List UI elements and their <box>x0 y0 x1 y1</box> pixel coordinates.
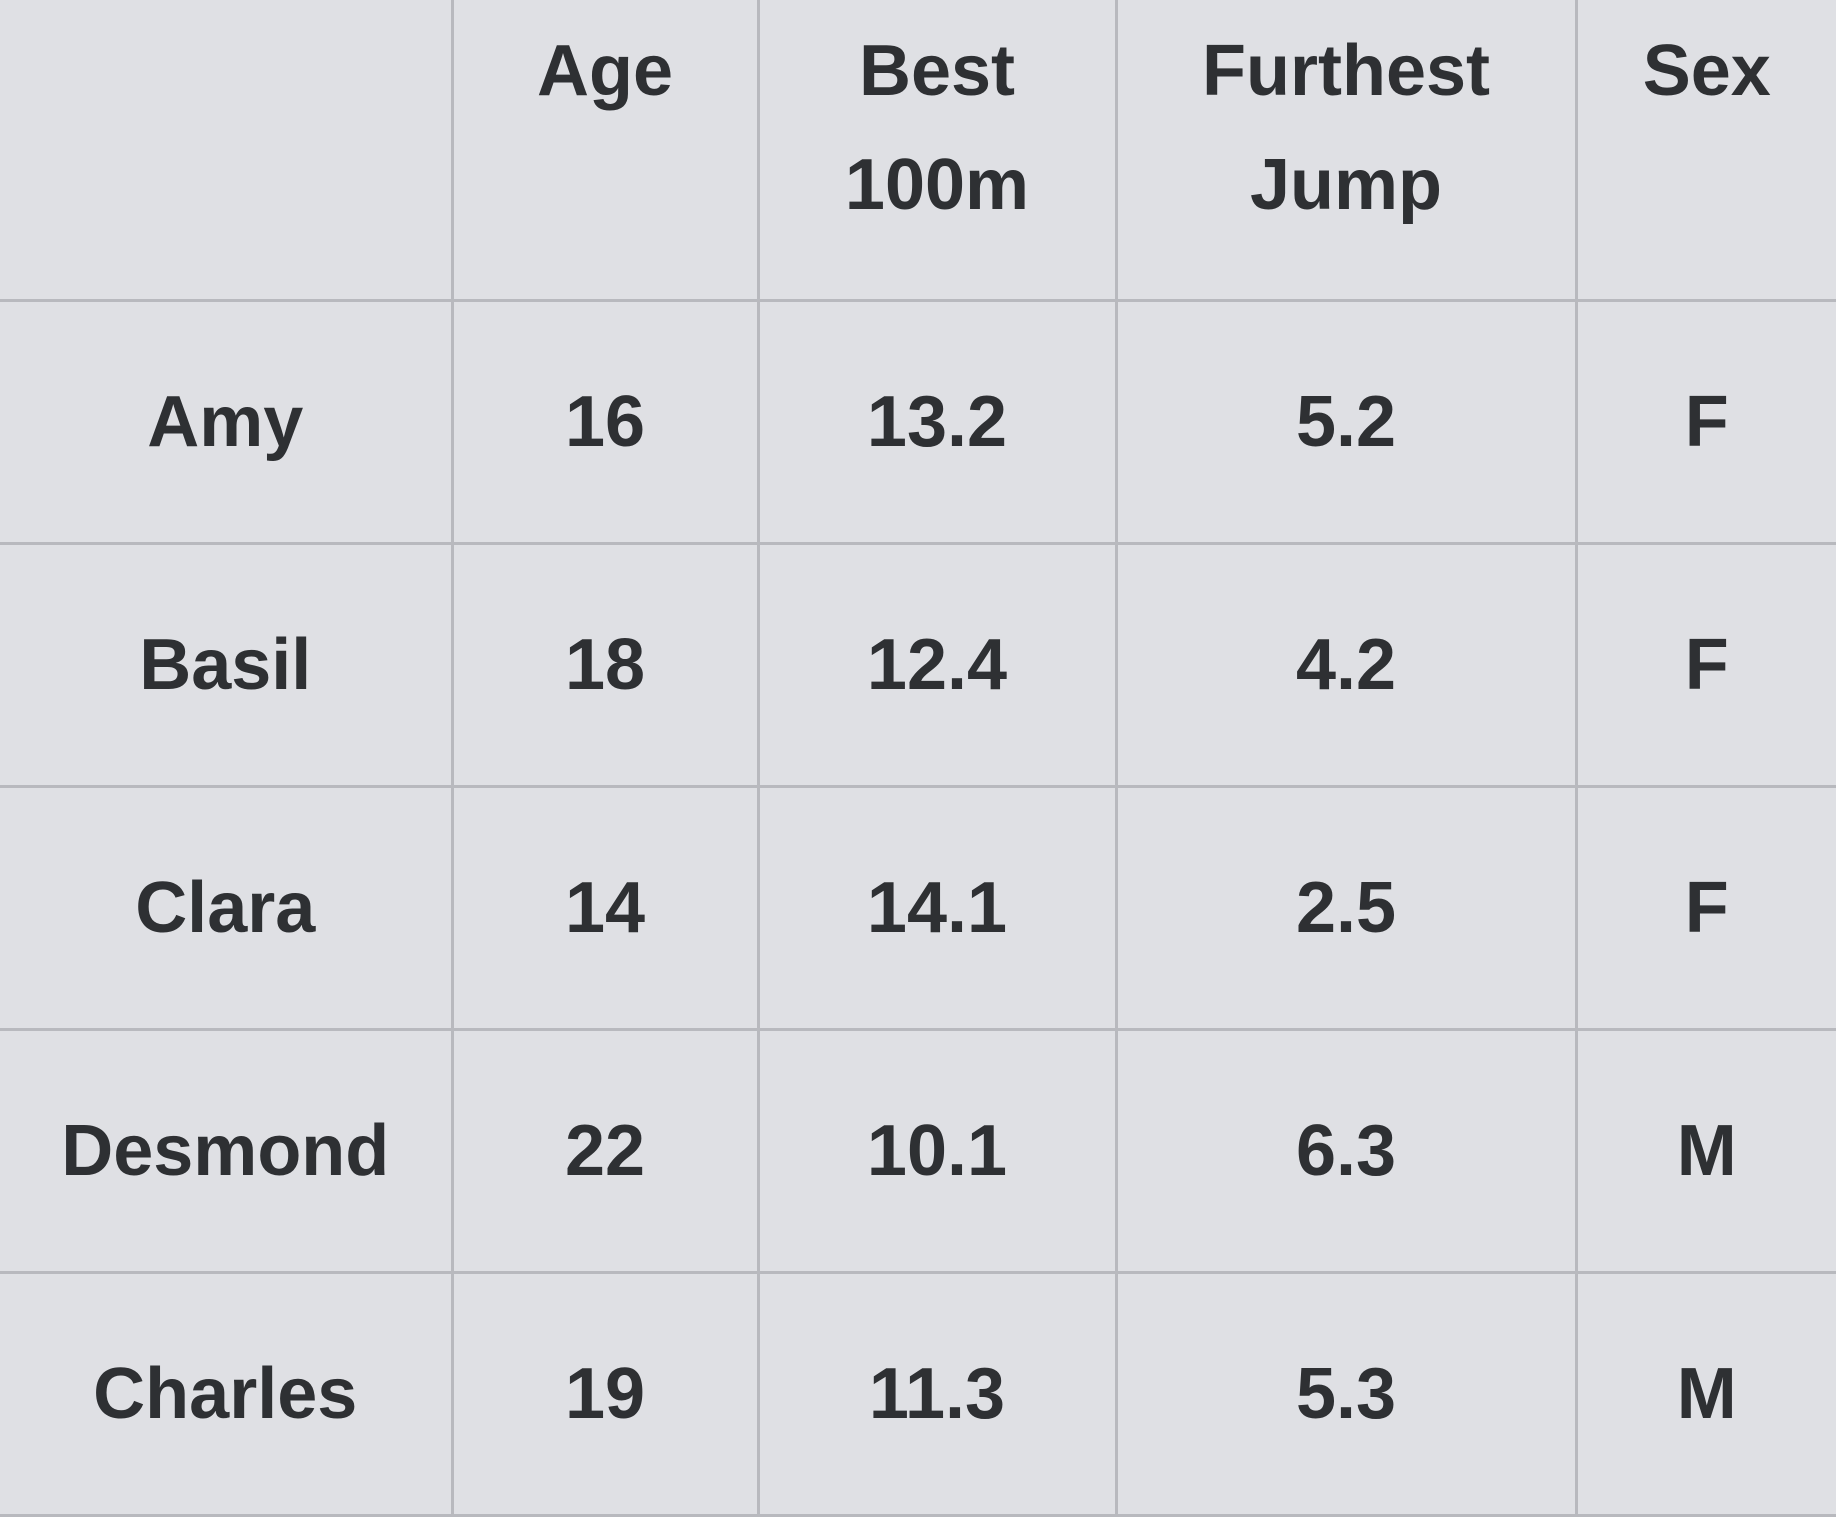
cell-best-100m: 12.4 <box>758 543 1116 786</box>
cell-sex: F <box>1576 543 1836 786</box>
header-age: Age <box>452 0 758 300</box>
header-sex: Sex <box>1576 0 1836 300</box>
header-name <box>0 0 452 300</box>
cell-sex: M <box>1576 1029 1836 1272</box>
header-best-100m: Best 100m <box>758 0 1116 300</box>
header-best-100m-line1: Best <box>760 14 1115 128</box>
cell-name: Basil <box>0 543 452 786</box>
cell-sex: M <box>1576 1272 1836 1515</box>
table-row: Clara 14 14.1 2.5 F <box>0 786 1836 1029</box>
cell-age: 22 <box>452 1029 758 1272</box>
header-furthest-jump-line1: Furthest <box>1118 14 1575 128</box>
cell-furthest-jump: 5.2 <box>1116 300 1576 543</box>
cell-furthest-jump: 5.3 <box>1116 1272 1576 1515</box>
cell-age: 19 <box>452 1272 758 1515</box>
header-furthest-jump: Furthest Jump <box>1116 0 1576 300</box>
cell-age: 16 <box>452 300 758 543</box>
table-row: Charles 19 11.3 5.3 M <box>0 1272 1836 1515</box>
cell-name: Clara <box>0 786 452 1029</box>
cell-best-100m: 13.2 <box>758 300 1116 543</box>
cell-furthest-jump: 4.2 <box>1116 543 1576 786</box>
cell-name: Desmond <box>0 1029 452 1272</box>
cell-sex: F <box>1576 786 1836 1029</box>
cell-furthest-jump: 6.3 <box>1116 1029 1576 1272</box>
header-sex-label: Sex <box>1578 14 1836 128</box>
cell-best-100m: 14.1 <box>758 786 1116 1029</box>
cell-best-100m: 10.1 <box>758 1029 1116 1272</box>
cell-name: Amy <box>0 300 452 543</box>
header-age-label: Age <box>454 14 757 128</box>
header-row: Age Best 100m Furthest Jump Sex <box>0 0 1836 300</box>
table-header: Age Best 100m Furthest Jump Sex <box>0 0 1836 300</box>
cell-sex: F <box>1576 300 1836 543</box>
cell-furthest-jump: 2.5 <box>1116 786 1576 1029</box>
table-body: Amy 16 13.2 5.2 F Basil 18 12.4 4.2 F Cl… <box>0 300 1836 1515</box>
header-best-100m-line2: 100m <box>760 128 1115 242</box>
cell-age: 18 <box>452 543 758 786</box>
table-row: Amy 16 13.2 5.2 F <box>0 300 1836 543</box>
cell-age: 14 <box>452 786 758 1029</box>
header-furthest-jump-line2: Jump <box>1118 128 1575 242</box>
table-row: Basil 18 12.4 4.2 F <box>0 543 1836 786</box>
cell-name: Charles <box>0 1272 452 1515</box>
cell-best-100m: 11.3 <box>758 1272 1116 1515</box>
table-row: Desmond 22 10.1 6.3 M <box>0 1029 1836 1272</box>
